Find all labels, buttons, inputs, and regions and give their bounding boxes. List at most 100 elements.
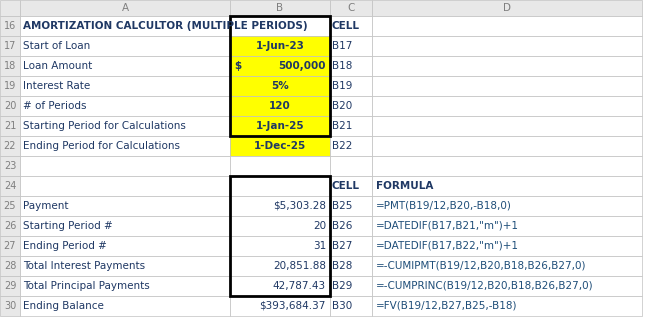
Text: 18: 18 <box>4 61 16 71</box>
Bar <box>372 296 642 316</box>
Bar <box>230 156 330 176</box>
Bar <box>230 16 330 136</box>
Bar <box>0 16 20 36</box>
Bar <box>20 36 230 56</box>
Text: Start of Loan: Start of Loan <box>23 41 90 51</box>
Bar <box>230 116 330 136</box>
Text: =DATEDIF(B17,B21,"m")+1: =DATEDIF(B17,B21,"m")+1 <box>376 221 519 231</box>
Bar <box>372 196 642 216</box>
Bar <box>372 56 642 76</box>
Bar <box>20 116 230 136</box>
Bar <box>0 296 20 316</box>
Bar <box>372 36 642 56</box>
Text: D: D <box>503 3 511 13</box>
Text: 120: 120 <box>269 101 291 111</box>
Bar <box>0 0 20 16</box>
Text: 5%: 5% <box>271 81 289 91</box>
Bar <box>0 256 20 276</box>
Bar <box>20 216 230 236</box>
Text: 1-Jun-23: 1-Jun-23 <box>255 41 304 51</box>
Text: 29: 29 <box>4 281 16 291</box>
Bar <box>330 276 372 296</box>
Text: B30: B30 <box>332 301 352 311</box>
Bar <box>372 136 642 156</box>
Bar <box>0 236 20 256</box>
Bar <box>0 36 20 56</box>
Text: B: B <box>276 3 283 13</box>
Text: 17: 17 <box>4 41 16 51</box>
Bar <box>0 76 20 96</box>
Bar <box>0 176 20 196</box>
Bar <box>230 56 330 76</box>
Bar <box>372 276 642 296</box>
Text: B29: B29 <box>332 281 353 291</box>
Text: 24: 24 <box>4 181 16 191</box>
Text: $5,303.28: $5,303.28 <box>273 201 326 211</box>
Text: 26: 26 <box>4 221 16 231</box>
Bar <box>20 96 230 116</box>
Bar <box>0 136 20 156</box>
Bar <box>230 276 330 296</box>
Bar <box>330 96 372 116</box>
Text: 1-Jan-25: 1-Jan-25 <box>256 121 304 131</box>
Bar <box>0 276 20 296</box>
Text: 20,851.88: 20,851.88 <box>273 261 326 271</box>
Bar <box>330 216 372 236</box>
Text: 30: 30 <box>4 301 16 311</box>
Bar <box>20 236 230 256</box>
Text: B28: B28 <box>332 261 353 271</box>
Text: =-CUMPRINC(B19/12,B20,B18,B26,B27,0): =-CUMPRINC(B19/12,B20,B18,B26,B27,0) <box>376 281 594 291</box>
Text: A: A <box>121 3 129 13</box>
Text: 1-Dec-25: 1-Dec-25 <box>254 141 306 151</box>
Bar <box>330 0 372 16</box>
Text: Ending Balance: Ending Balance <box>23 301 104 311</box>
Text: 20: 20 <box>313 221 326 231</box>
Text: B19: B19 <box>332 81 353 91</box>
Bar <box>230 36 330 56</box>
Bar <box>20 156 230 176</box>
Bar <box>372 96 642 116</box>
Bar <box>20 296 230 316</box>
Text: $: $ <box>234 61 241 71</box>
Text: B25: B25 <box>332 201 353 211</box>
Bar <box>330 196 372 216</box>
Text: B18: B18 <box>332 61 353 71</box>
Text: 23: 23 <box>4 161 16 171</box>
Bar <box>330 256 372 276</box>
Text: 16: 16 <box>4 21 16 31</box>
Bar <box>372 176 642 196</box>
Text: B20: B20 <box>332 101 352 111</box>
Bar <box>372 0 642 16</box>
Text: B26: B26 <box>332 221 353 231</box>
Text: AMORTIZATION CALCULTOR (MULTIPLE PERIODS): AMORTIZATION CALCULTOR (MULTIPLE PERIODS… <box>23 21 308 31</box>
Text: =FV(B19/12,B27,B25,-B18): =FV(B19/12,B27,B25,-B18) <box>376 301 517 311</box>
Text: Payment: Payment <box>23 201 69 211</box>
Bar <box>20 276 230 296</box>
Bar <box>372 76 642 96</box>
Bar <box>330 136 372 156</box>
Bar <box>20 256 230 276</box>
Bar <box>330 16 372 36</box>
Bar <box>0 216 20 236</box>
Bar <box>230 256 330 276</box>
Text: FORMULA: FORMULA <box>376 181 434 191</box>
Bar <box>372 256 642 276</box>
Text: Ending Period for Calculations: Ending Period for Calculations <box>23 141 180 151</box>
Text: 22: 22 <box>4 141 16 151</box>
Bar <box>372 16 642 36</box>
Text: # of Periods: # of Periods <box>23 101 86 111</box>
Text: CELL: CELL <box>332 21 360 31</box>
Bar <box>0 196 20 216</box>
Bar <box>20 76 230 96</box>
Bar <box>230 236 330 256</box>
Bar <box>20 0 230 16</box>
Bar <box>230 16 330 36</box>
Bar <box>330 236 372 256</box>
Text: =-CUMIPMT(B19/12,B20,B18,B26,B27,0): =-CUMIPMT(B19/12,B20,B18,B26,B27,0) <box>376 261 586 271</box>
Bar <box>330 296 372 316</box>
Text: 500,000: 500,000 <box>278 61 326 71</box>
Bar <box>372 236 642 256</box>
Text: Interest Rate: Interest Rate <box>23 81 90 91</box>
Bar <box>230 216 330 236</box>
Text: Starting Period #: Starting Period # <box>23 221 113 231</box>
